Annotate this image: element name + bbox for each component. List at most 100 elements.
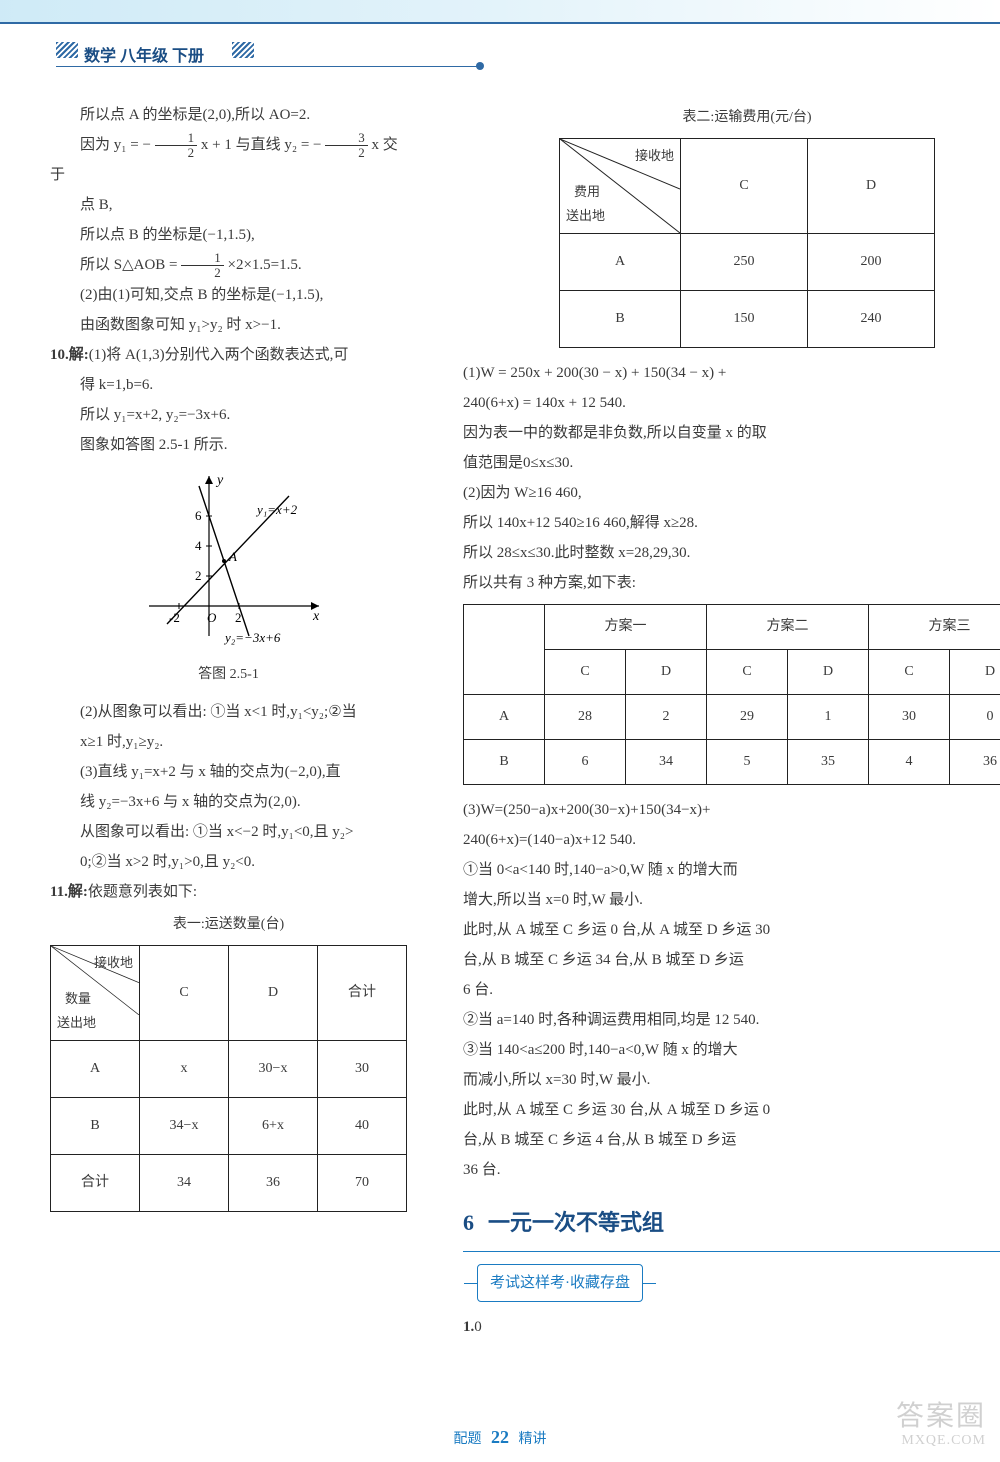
th: C (707, 650, 788, 695)
svg-text:y: y (215, 473, 224, 488)
td: A (560, 234, 681, 291)
line: ②当 a=140 时,各种调运费用相同,均是 12 540. (463, 1005, 1000, 1035)
page: 数学 八年级 下册 所以点 A 的坐标是(2,0),所以 AO=2. 因为 y₁… (0, 0, 1000, 1462)
watermark-small: MXQE.COM (896, 1433, 986, 1448)
header-dot (476, 62, 484, 70)
page-number: 22 (491, 1427, 509, 1447)
line: 增大,所以当 x=0 时,W 最小. (463, 885, 1000, 915)
td: 29 (707, 695, 788, 740)
diag-label: 数量 (65, 986, 91, 1012)
line: 图象如答图 2.5-1 所示. (50, 430, 407, 460)
table2: 接收地 费用 送出地 C D A 250 200 B 150 240 (559, 138, 935, 348)
line: 台,从 B 城至 C 乡运 4 台,从 B 城至 D 乡运 (463, 1125, 1000, 1155)
line: ①当 0<a<140 时,140−a>0,W 随 x 的增大而 (463, 855, 1000, 885)
svg-text:-2: -2 (169, 610, 180, 625)
svg-text:6: 6 (195, 508, 202, 523)
svg-text:O: O (207, 610, 217, 625)
line: 此时,从 A 城至 C 乡运 0 台,从 A 城至 D 乡运 30 (463, 915, 1000, 945)
line: 11.解:依题意列表如下: (50, 877, 407, 907)
line: 此时,从 A 城至 C 乡运 30 台,从 A 城至 D 乡运 0 (463, 1095, 1000, 1125)
line: 240(6+x) = 140x + 12 540. (463, 388, 1000, 418)
line: 所以点 B 的坐标是(−1,1.5), (50, 220, 407, 250)
td: 150 (681, 291, 808, 348)
footer-right: 精讲 (519, 1432, 547, 1447)
svg-text:y₂=−3x+6: y₂=−3x+6 (223, 630, 281, 645)
th: C (140, 946, 229, 1041)
line: 因为 y₁ = − 12 x + 1 与直线 y₂ = − 32 x 交于 (50, 130, 407, 190)
th: D (950, 650, 1000, 695)
table3: 方案一 方案二 方案三 C D C D C D A 28 2 29 (463, 604, 1000, 785)
td: A (464, 695, 545, 740)
th-empty (464, 605, 545, 695)
line: (3)W=(250−a)x+200(30−x)+150(34−x)+ (463, 795, 1000, 825)
header-deco-right (232, 42, 254, 58)
table1: 接收地 数量 送出地 C D 合计 A x 30−x 30 B 34−x (50, 945, 407, 1212)
line: (2)因为 W≥16 460, (463, 478, 1000, 508)
line: 36 台. (463, 1155, 1000, 1185)
text: 因为 y₁ = − (80, 137, 151, 153)
th: 方案二 (707, 605, 869, 650)
td: 4 (869, 740, 950, 785)
fraction: 32 (325, 131, 368, 159)
td: 34 (626, 740, 707, 785)
line: 线 y₂=−3x+6 与 x 轴的交点为(2,0). (50, 787, 407, 817)
line: 1.0 (463, 1312, 1000, 1342)
text: 0 (474, 1319, 482, 1335)
qnum: 11.解: (50, 884, 88, 900)
svg-text:y₁=x+2: y₁=x+2 (255, 502, 298, 517)
line: (2)从图象可以看出: ①当 x<1 时,y₁<y₂;②当 (50, 697, 407, 727)
top-band (0, 0, 1000, 22)
td: 6 (545, 740, 626, 785)
td: 30 (869, 695, 950, 740)
diag-label: 接收地 (635, 143, 674, 169)
td: B (464, 740, 545, 785)
svg-text:2: 2 (195, 568, 202, 583)
line: (1)W = 250x + 200(30 − x) + 150(34 − x) … (463, 358, 1000, 388)
td: 36 (229, 1155, 318, 1212)
diag-label: 送出地 (566, 203, 605, 229)
td: 合计 (51, 1155, 140, 1212)
line: 因为表一中的数都是非负数,所以自变量 x 的取 (463, 418, 1000, 448)
table2-caption: 表二:运输费用(元/台) (463, 104, 1000, 132)
text: 所以 S△AOB = (80, 257, 181, 273)
line: 所以 S△AOB = 12 ×2×1.5=1.5. (50, 250, 407, 280)
svg-text:4: 4 (195, 538, 202, 553)
svg-text:x: x (312, 609, 320, 624)
qnum: 1. (463, 1319, 474, 1335)
line: 10.解:(1)将 A(1,3)分别代入两个函数表达式,可 (50, 340, 407, 370)
watermark: 答案圈 MXQE.COM (896, 1402, 986, 1448)
td: 34−x (140, 1098, 229, 1155)
th: 合计 (318, 946, 407, 1041)
line: 所以 140x+12 540≥16 460,解得 x≥28. (463, 508, 1000, 538)
graph: y x 6 4 2 -2 O 2 y₁=x+2 A y₂=−3x+6 (50, 466, 407, 657)
line: 所以 28≤x≤30.此时整数 x=28,29,30. (463, 538, 1000, 568)
left-column: 所以点 A 的坐标是(2,0),所以 AO=2. 因为 y₁ = − 12 x … (50, 100, 407, 1390)
td: 30 (318, 1041, 407, 1098)
td: 200 (808, 234, 935, 291)
section-underline (463, 1251, 1000, 1252)
th: 方案一 (545, 605, 707, 650)
td: A (51, 1041, 140, 1098)
text: x + 1 与直线 y₂ = − (201, 137, 322, 153)
line: 得 k=1,b=6. (50, 370, 407, 400)
page-footer: 配题 22 精讲 (0, 1427, 1000, 1448)
table1-caption: 表一:运送数量(台) (50, 911, 407, 939)
right-column: 表二:运输费用(元/台) 接收地 费用 送出地 C D A 250 200 (463, 100, 1000, 1390)
fraction: 12 (155, 131, 198, 159)
th: C (545, 650, 626, 695)
line: 所以 y₁=x+2, y₂=−3x+6. (50, 400, 407, 430)
th: 方案三 (869, 605, 1000, 650)
th: D (626, 650, 707, 695)
line: (3)直线 y₁=x+2 与 x 轴的交点为(−2,0),直 (50, 757, 407, 787)
td: B (51, 1098, 140, 1155)
section-name: 一元一次不等式组 (488, 1210, 664, 1235)
text: ×2×1.5=1.5. (228, 257, 302, 273)
text: (1)将 A(1,3)分别代入两个函数表达式,可 (89, 347, 349, 363)
line: (2)由(1)可知,交点 B 的坐标是(−1,1.5), (50, 280, 407, 310)
watermark-big: 答案圈 (896, 1401, 986, 1432)
exam-box: 考试这样考·收藏存盘 (477, 1264, 643, 1302)
td: 28 (545, 695, 626, 740)
svg-text:2: 2 (235, 610, 242, 625)
line: 6 台. (463, 975, 1000, 1005)
th: C (869, 650, 950, 695)
